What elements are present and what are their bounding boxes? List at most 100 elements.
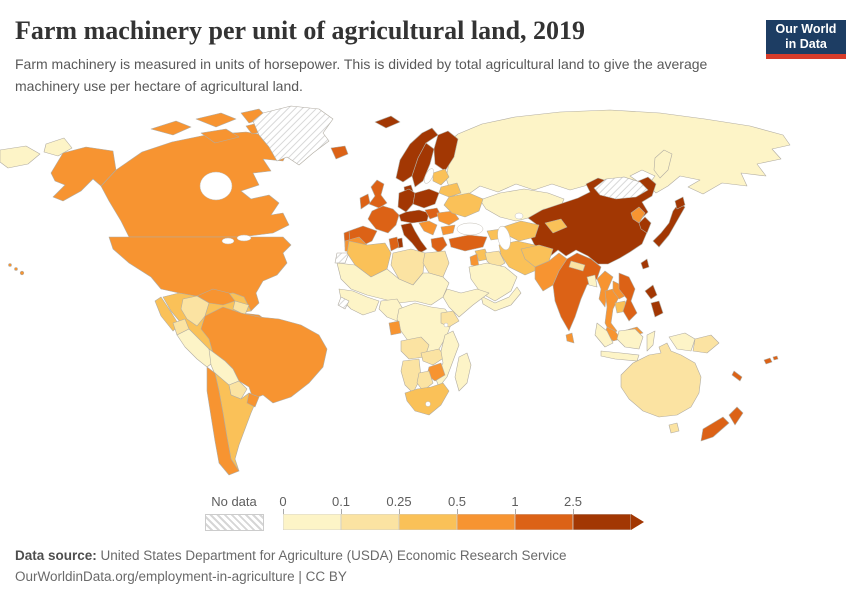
country-indonesia-java[interactable] — [600, 350, 640, 362]
country-turkey[interactable] — [448, 234, 488, 252]
country-usa-hawaii3[interactable] — [19, 270, 25, 276]
country-russia[interactable] — [443, 109, 791, 197]
legend-tickmark — [341, 509, 342, 514]
country-greece[interactable] — [430, 236, 448, 254]
country-canada-arctic4[interactable] — [200, 128, 240, 144]
region-baltics[interactable] — [432, 168, 450, 186]
country-chile[interactable] — [206, 366, 240, 476]
country-canada[interactable] — [100, 131, 290, 238]
country-sri-lanka[interactable] — [565, 332, 575, 344]
country-fiji-2[interactable] — [772, 355, 779, 361]
region-nigeria-cameroon[interactable] — [378, 298, 404, 322]
country-indonesia-kalimantan[interactable] — [616, 328, 644, 350]
footer-source-line: Data source: United States Department fo… — [15, 548, 566, 563]
country-taiwan[interactable] — [640, 258, 650, 270]
country-uruguay[interactable] — [246, 392, 260, 408]
country-bulgaria[interactable] — [440, 224, 456, 236]
country-mongolia[interactable] — [593, 176, 649, 200]
country-japan[interactable] — [652, 202, 686, 248]
country-germany[interactable] — [397, 188, 416, 213]
country-western-sahara[interactable] — [334, 252, 350, 264]
country-iceland[interactable] — [330, 145, 349, 160]
region-sahel-sudan[interactable] — [336, 262, 450, 306]
owid-logo-box: Our World in Data — [766, 20, 846, 54]
country-usa-alaska[interactable] — [50, 146, 117, 202]
country-uk[interactable] — [368, 179, 388, 209]
country-canada-arctic1[interactable] — [150, 120, 192, 136]
country-bangladesh[interactable] — [586, 274, 598, 288]
page-subtitle: Farm machinery is measured in units of h… — [15, 56, 708, 94]
country-usa-hawaii1[interactable] — [8, 263, 12, 267]
country-indonesia-sulawesi[interactable] — [646, 330, 656, 352]
country-usa-hawaii2[interactable] — [14, 267, 18, 271]
region-horn-of-africa[interactable] — [442, 288, 490, 318]
country-new-caledonia[interactable] — [731, 370, 743, 382]
country-svalbard[interactable] — [374, 115, 401, 129]
legend-arrow — [631, 514, 644, 530]
country-north-korea[interactable] — [630, 206, 646, 224]
country-australia[interactable] — [620, 342, 702, 418]
country-belarus[interactable] — [438, 182, 462, 198]
region-alpine-europe[interactable] — [398, 209, 430, 224]
country-australia-tasmania[interactable] — [668, 422, 680, 434]
region-balkans-west[interactable] — [418, 220, 438, 236]
country-finland[interactable] — [433, 130, 459, 172]
legend-bin-2[interactable] — [398, 514, 458, 530]
legend-tickmark — [573, 509, 574, 514]
country-tunisia[interactable] — [388, 236, 400, 252]
legend-tickmark — [399, 509, 400, 514]
country-indonesia-sumatra[interactable] — [594, 322, 614, 348]
owid-logo[interactable]: Our World in Data — [766, 20, 846, 59]
legend-no-data-swatch[interactable] — [205, 514, 264, 531]
black-sea — [456, 222, 484, 236]
country-russia-chukotka-west2[interactable] — [43, 137, 73, 157]
country-fiji[interactable] — [763, 357, 773, 365]
country-greenland[interactable] — [252, 105, 334, 166]
legend-bin-0[interactable] — [283, 514, 342, 530]
legend-bin-4[interactable] — [514, 514, 574, 530]
owid-logo-line2: in Data — [785, 37, 827, 51]
country-gabon[interactable] — [388, 320, 402, 336]
country-new-zealand-north[interactable] — [728, 406, 744, 426]
region-yemen-oman[interactable] — [480, 286, 522, 312]
country-namibia[interactable] — [400, 358, 422, 394]
legend-bin-5[interactable] — [572, 514, 632, 530]
country-mexico-baja[interactable] — [154, 296, 180, 332]
country-sweden[interactable] — [411, 142, 435, 188]
country-south-africa[interactable] — [404, 382, 450, 416]
region-sierra-leone-liberia[interactable] — [337, 296, 350, 310]
country-colombia[interactable] — [180, 295, 210, 327]
country-indonesia-papua[interactable] — [668, 332, 696, 352]
country-philippines-mindanao[interactable] — [650, 300, 664, 318]
country-philippines-luzon[interactable] — [644, 284, 658, 300]
country-italy[interactable] — [400, 222, 428, 254]
footer-license-line[interactable]: OurWorldinData.org/employment-in-agricul… — [15, 569, 347, 584]
aral-sea — [514, 212, 524, 220]
country-russia-chukotka-west[interactable] — [0, 145, 41, 169]
legend-bin-3[interactable] — [456, 514, 516, 530]
country-poland[interactable] — [412, 188, 440, 209]
legend-tick-4: 1 — [511, 494, 519, 509]
country-canada-arctic2[interactable] — [195, 112, 237, 128]
country-nepal[interactable] — [568, 260, 586, 272]
country-ukraine[interactable] — [443, 192, 484, 218]
country-new-zealand-south[interactable] — [700, 416, 730, 442]
lake-victoria — [443, 322, 449, 328]
lesotho-hole — [425, 401, 431, 407]
country-japan-hokkaido[interactable] — [674, 196, 686, 210]
country-south-korea[interactable] — [638, 216, 652, 234]
legend-tickmark — [283, 509, 284, 514]
country-ireland[interactable] — [359, 193, 371, 210]
country-madagascar[interactable] — [454, 352, 472, 392]
country-botswana[interactable] — [416, 370, 434, 392]
legend-bin-1[interactable] — [340, 514, 400, 530]
region-kyrgyzstan-tajikistan[interactable] — [544, 218, 568, 234]
country-zambia[interactable] — [420, 348, 446, 366]
country-papua-new-guinea[interactable] — [692, 334, 720, 354]
country-vietnam[interactable] — [618, 272, 638, 322]
country-china[interactable] — [527, 176, 657, 265]
country-france[interactable] — [367, 205, 400, 234]
country-russia-kamchatka[interactable] — [653, 149, 673, 179]
